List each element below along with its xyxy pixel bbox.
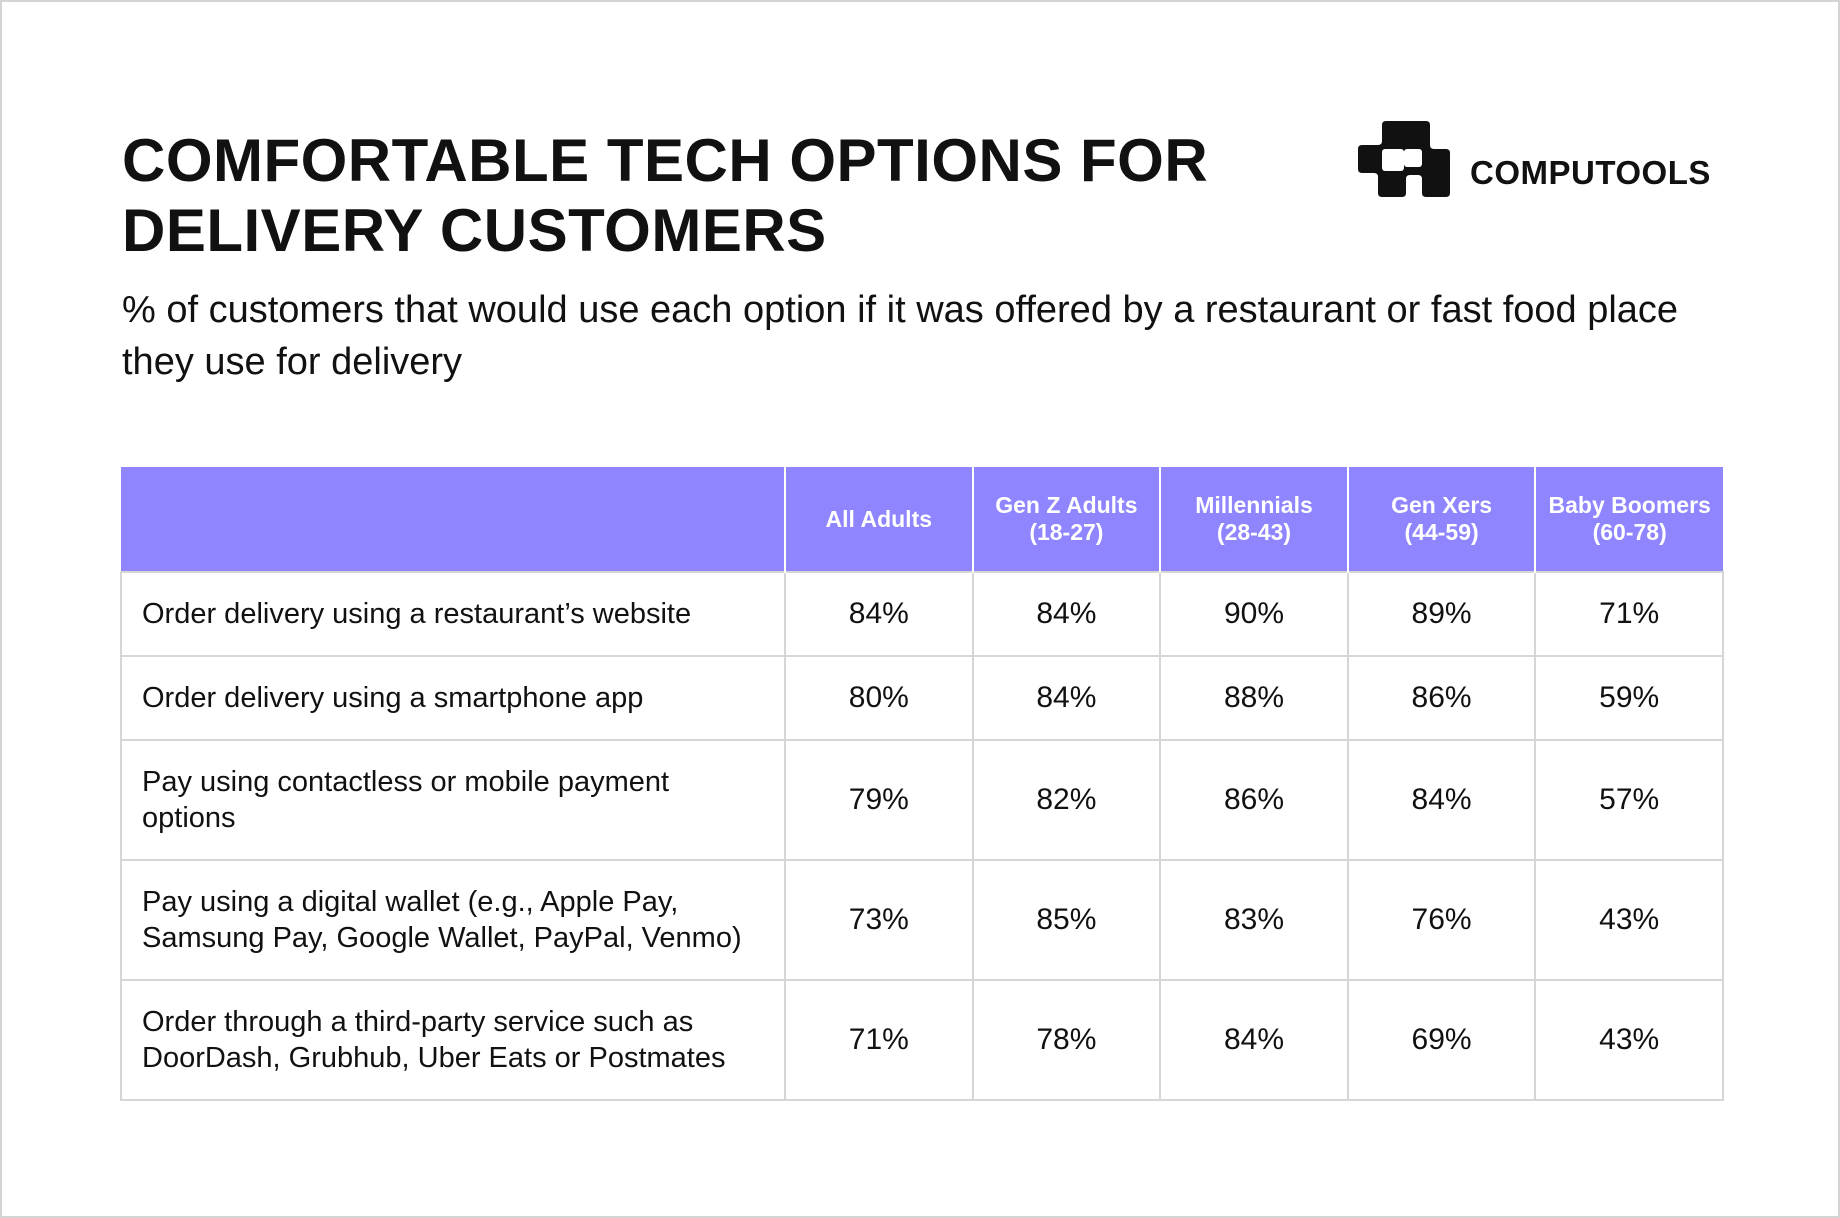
table-row: Order delivery using a smartphone app 80… [120,655,1724,741]
header-cell-gen-x: Gen Xers (44-59) [1346,467,1536,572]
value-cell: 71% [1534,571,1724,657]
header-cell-all-adults: All Adults [784,467,973,572]
value-cell: 86% [1346,655,1537,741]
value-cell: 43% [1534,979,1724,1101]
value-cell: 82% [971,739,1162,861]
header-cell-baby-boomers: Baby Boomers (60-78) [1534,467,1723,572]
value-cell: 79% [784,739,974,861]
value-cell: 69% [1346,979,1537,1101]
value-cell: 90% [1159,571,1349,657]
header-cell-blank [121,467,785,572]
value-cell: 83% [1159,859,1349,981]
computools-logo-icon [1358,121,1450,197]
data-table: All Adults Gen Z Adults (18-27) Millenni… [120,467,1724,1101]
column-name: Millennials [1195,492,1313,518]
chart-subtitle: % of customers that would use each optio… [122,289,1679,383]
column-range: (44-59) [1404,519,1479,545]
value-cell: 43% [1534,859,1724,981]
value-cell: 80% [784,655,974,741]
column-name: Gen Xers [1391,492,1493,518]
table-row: Pay using a digital wallet (e.g., Apple … [120,859,1724,981]
value-cell: 57% [1534,739,1724,861]
value-cell: 84% [1159,979,1349,1101]
brand: COMPUTOOLS [1358,120,1711,198]
row-label: Order delivery using a smartphone app [120,655,786,741]
value-cell: 73% [784,859,974,981]
value-cell: 84% [1346,739,1537,861]
table-row: Order through a third-party service such… [120,979,1724,1101]
header-cell-millennials: Millennials (28-43) [1159,467,1348,572]
row-label: Pay using contactless or mobile payment … [120,739,786,861]
value-cell: 85% [971,859,1162,981]
table-row: Pay using contactless or mobile payment … [120,739,1724,861]
value-cell: 89% [1346,571,1537,657]
value-cell: 76% [1346,859,1537,981]
header-cell-gen-z: Gen Z Adults (18-27) [971,467,1161,572]
value-cell: 78% [971,979,1162,1101]
row-label: Order through a third-party service such… [120,979,786,1101]
row-label: Order delivery using a restaurant’s webs… [120,571,786,657]
value-cell: 71% [784,979,974,1101]
column-name: All Adults [825,505,933,532]
column-range: (18-27) [1029,519,1104,545]
value-cell: 86% [1159,739,1349,861]
column-range: (28-43) [1216,519,1292,545]
value-cell: 59% [1534,655,1724,741]
column-name: Baby Boomers [1548,492,1711,518]
value-cell: 84% [971,655,1162,741]
brand-name: COMPUTOOLS [1470,154,1711,191]
column-name: Gen Z Adults [995,492,1138,518]
value-cell: 88% [1159,655,1349,741]
value-cell: 84% [971,571,1162,657]
row-label: Pay using a digital wallet (e.g., Apple … [120,859,786,981]
table-row: Order delivery using a restaurant’s webs… [120,571,1724,657]
column-range: (60-78) [1592,519,1667,545]
table-header-row: All Adults Gen Z Adults (18-27) Millenni… [121,467,1723,572]
chart-title: COMFORTABLE TECH OPTIONS FOR DELIVERY CU… [122,127,1209,264]
value-cell: 84% [784,571,974,657]
